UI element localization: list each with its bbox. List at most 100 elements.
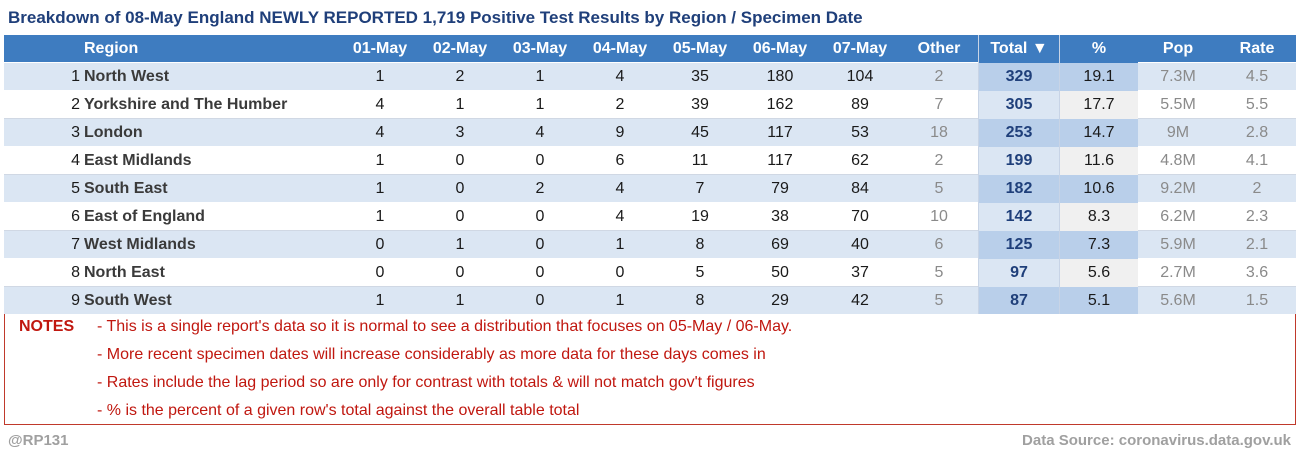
header-other[interactable]: Other [917,40,961,57]
row-day-count: 0 [535,236,545,253]
header-day[interactable]: 05-May [672,40,728,57]
notes-box: NOTES - This is a single report's data s… [4,314,1296,425]
row-day-count: 8 [695,292,705,309]
row-day-count: 117 [767,152,793,169]
note-line: - This is a single report's data so it i… [97,318,793,335]
header-day[interactable]: 07-May [832,40,888,57]
row-pop: 6.2M [1160,208,1196,225]
row-total: 87 [978,287,1060,315]
row-day-count: 4 [375,96,385,113]
row-region: East of England [84,208,205,225]
page-title: Breakdown of 08-May England NEWLY REPORT… [8,8,863,27]
row-day-count: 1 [615,292,625,309]
header-day[interactable]: 01-May [352,40,408,57]
row-rate: 1.5 [1245,292,1269,309]
row-other: 2 [934,68,944,85]
row-day-count: 0 [455,264,465,281]
header-day[interactable]: 02-May [432,40,488,57]
row-day-count: 45 [691,124,709,141]
row-total: 199 [978,147,1060,175]
row-total: 97 [978,259,1060,287]
row-pct: 10.6 [1060,175,1138,203]
table-row: 2 Yorkshire and The Humber 4 1 1 2 39 162 89 7 305… [4,91,1296,119]
row-day-count: 1 [375,208,385,225]
header-total-sort[interactable]: Total ▼ [978,35,1060,63]
table-row: 4 East Midlands 1 0 0 6 11 117 62 2 199 11.6 4.8M 4.1 [4,147,1296,175]
row-day-count: 104 [846,68,874,85]
header-rate[interactable]: Rate [1239,40,1275,57]
row-pct: 19.1 [1060,63,1138,91]
row-other: 5 [934,180,944,197]
row-day-count: 1 [455,292,465,309]
row-region: East Midlands [84,152,192,169]
row-day-count: 180 [766,68,794,85]
table-row: 5 South East 1 0 2 4 7 79 84 5 182 10.6 9.2M 2 [4,175,1296,203]
row-day-count: 8 [695,236,705,253]
author-credit: @RP131 [8,432,69,449]
row-day-count: 1 [535,68,545,85]
header-pct[interactable]: % [1060,35,1138,63]
row-rank: 2 [71,96,80,113]
row-day-count: 0 [375,236,385,253]
row-total: 125 [978,231,1060,259]
row-day-count: 0 [375,264,385,281]
header-region[interactable]: Region [84,40,139,57]
table-row: 7 West Midlands 0 1 0 1 8 69 40 6 125 7.3 5.9M 2.1 [4,231,1296,259]
row-total: 182 [978,175,1060,203]
table-header-row: Region 01-May 02-May 03-May 04-May 05-Ma… [4,35,1296,63]
row-pct: 5.1 [1060,287,1138,315]
row-day-count: 9 [615,124,625,141]
row-other: 6 [934,236,944,253]
row-other: 2 [934,152,944,169]
row-pct: 11.6 [1060,147,1138,175]
row-day-count: 0 [455,180,465,197]
row-rate: 5.5 [1245,96,1269,113]
row-total: 305 [978,91,1060,119]
row-day-count: 89 [851,96,869,113]
row-pct: 8.3 [1060,203,1138,231]
row-pct: 5.6 [1060,259,1138,287]
row-total: 142 [978,203,1060,231]
row-pct: 14.7 [1060,119,1138,147]
row-region: South West [84,292,172,309]
row-region: South East [84,180,168,197]
row-day-count: 50 [771,264,789,281]
row-day-count: 4 [615,68,625,85]
row-pct: 7.3 [1060,231,1138,259]
row-day-count: 11 [691,152,709,169]
header-rank [4,35,84,63]
header-day[interactable]: 03-May [512,40,568,57]
table-row: 1 North West 1 2 1 4 35 180 104 2 329 19.1 7.3M 4.5 [4,63,1296,91]
row-day-count: 19 [691,208,709,225]
row-total: 253 [978,119,1060,147]
row-day-count: 6 [615,152,625,169]
row-day-count: 1 [375,152,385,169]
header-day[interactable]: 04-May [592,40,648,57]
table-row: 8 North East 0 0 0 0 5 50 37 5 97 5.6 2.7M 3.6 [4,259,1296,287]
row-day-count: 0 [615,264,625,281]
notes-label: NOTES [19,318,75,335]
row-day-count: 4 [535,124,545,141]
row-pop: 9.2M [1160,180,1196,197]
row-pop: 4.8M [1160,152,1196,169]
row-day-count: 39 [691,96,709,113]
results-table: Region 01-May 02-May 03-May 04-May 05-Ma… [4,35,1296,315]
row-day-count: 1 [455,96,465,113]
row-day-count: 2 [455,68,465,85]
row-rate: 2.1 [1245,236,1269,253]
row-day-count: 1 [375,68,385,85]
note-line: - More recent specimen dates will increa… [97,346,766,363]
row-total: 329 [978,63,1060,91]
row-day-count: 162 [766,96,794,113]
row-day-count: 1 [375,292,385,309]
row-rank: 1 [71,68,80,85]
header-pop[interactable]: Pop [1162,40,1194,57]
row-day-count: 53 [851,124,869,141]
row-pop: 5.9M [1160,236,1196,253]
row-day-count: 0 [535,292,545,309]
row-region: London [84,124,143,141]
row-other: 7 [934,96,944,113]
header-day[interactable]: 06-May [752,40,808,57]
data-source: Data Source: coronavirus.data.gov.uk [1022,432,1291,449]
row-region: Yorkshire and The Humber [84,96,288,113]
